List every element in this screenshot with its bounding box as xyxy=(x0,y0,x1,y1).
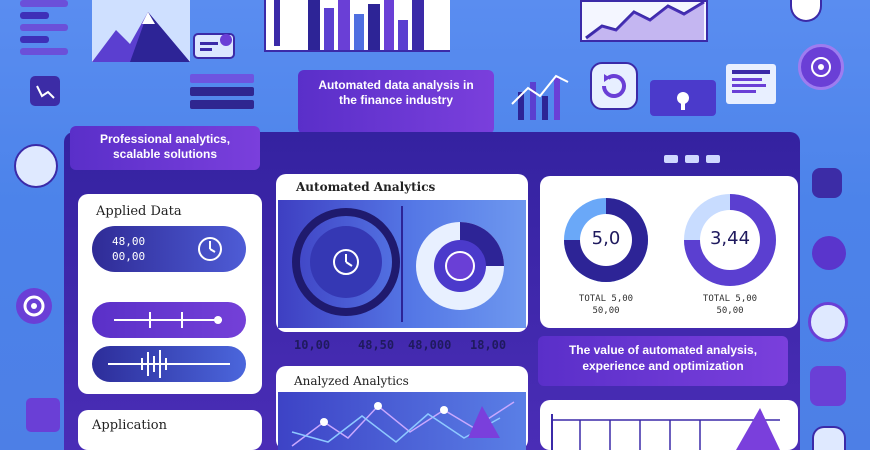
automated-value-4: 18,00 xyxy=(470,338,507,352)
clock-icon xyxy=(198,237,222,261)
applied-data-title: Applied Data xyxy=(96,204,182,219)
settings-card-icon xyxy=(190,28,240,64)
top-line-chart xyxy=(580,0,708,42)
application-title: Application xyxy=(92,418,167,433)
target-icon xyxy=(16,288,52,324)
mountain-illustration xyxy=(92,0,190,62)
chat-bubble-icon xyxy=(14,144,58,188)
donut-left-value: 5,0 xyxy=(591,228,621,249)
window-controls xyxy=(664,150,727,168)
donut-right-value: 3,44 xyxy=(709,228,751,249)
lightbulb-icon xyxy=(790,0,822,22)
donut-stats-card xyxy=(540,176,798,328)
donut-left-caption-1: TOTAL 5,00 xyxy=(578,294,634,304)
line-graph-icon xyxy=(30,76,60,106)
application-card xyxy=(78,410,262,450)
gear-icon xyxy=(812,426,846,450)
automated-analytics-title: Automated Analytics xyxy=(296,180,436,194)
donut-right-caption-2: 50,00 xyxy=(716,306,744,316)
donut-left-caption-2: 50,00 xyxy=(592,306,620,316)
stack-list-icon xyxy=(190,74,254,110)
automated-value-3: 48,000 xyxy=(408,338,452,352)
compass-icon xyxy=(798,44,844,90)
bottom-line-chart-card xyxy=(540,400,798,450)
automated-value-2: 48,50 xyxy=(358,338,395,352)
callout-value-of-analysis: The value of automated analysis, experie… xyxy=(538,336,788,386)
top-bar-chart xyxy=(264,0,450,52)
grid-icon xyxy=(26,398,60,432)
analyzed-network-chart xyxy=(278,392,526,450)
dashboard-list-icon xyxy=(20,0,68,62)
file-icon xyxy=(810,366,846,406)
applied-value-2: 00,00 xyxy=(112,250,146,263)
map-pin-icon xyxy=(812,236,846,270)
right-icon-column xyxy=(808,96,852,450)
analyzed-analytics-title: Analyzed Analytics xyxy=(294,374,409,388)
lock-icon xyxy=(650,80,716,116)
callout-automated-analysis: Automated data analysis in the finance i… xyxy=(298,70,494,134)
automated-value-1: 10,00 xyxy=(294,338,331,352)
mini-bar-chart-icon xyxy=(508,74,570,120)
box-icon xyxy=(812,168,842,198)
applied-slider-1[interactable] xyxy=(92,302,246,338)
automated-analytics-visual xyxy=(278,200,526,328)
callout-professional-analytics: Professional analytics, scalable solutio… xyxy=(70,126,260,170)
document-icon xyxy=(726,64,776,104)
applied-value-1: 48,00 xyxy=(112,235,146,248)
donut-right-caption-1: TOTAL 5,00 xyxy=(702,294,758,304)
applied-data-value-pill[interactable]: 48,00 00,00 xyxy=(92,226,246,272)
applied-waveform[interactable] xyxy=(92,346,246,382)
target-ring-icon xyxy=(808,302,848,342)
refresh-icon xyxy=(590,62,638,110)
